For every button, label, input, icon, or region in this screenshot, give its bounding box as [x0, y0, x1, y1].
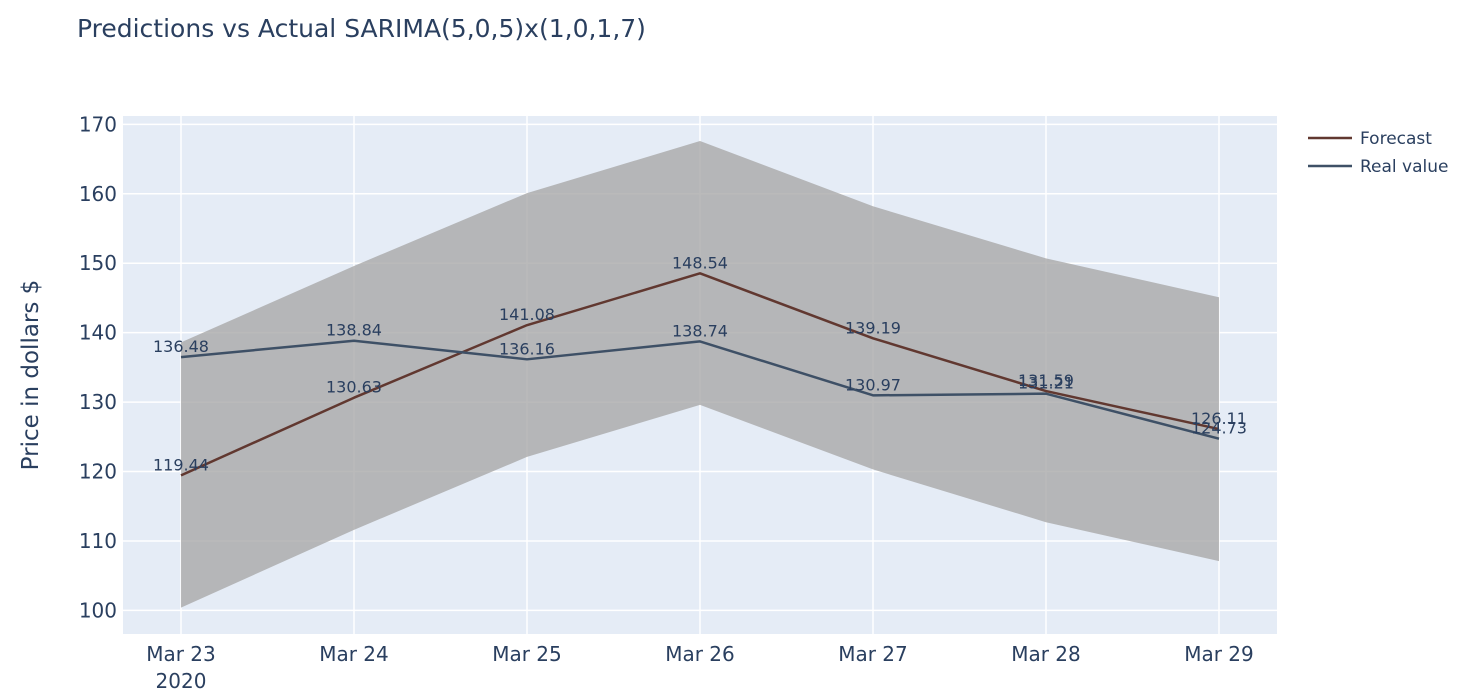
data-label: 136.48 — [153, 337, 209, 356]
data-label: 141.08 — [499, 305, 555, 324]
confidence-band — [181, 140, 1219, 608]
data-label: 148.54 — [672, 253, 728, 272]
x-tick-label: Mar 27 — [838, 642, 908, 666]
data-label: 130.97 — [845, 375, 901, 394]
y-tick-label: 100 — [79, 598, 117, 622]
y-axis-title: Price in dollars $ — [18, 280, 44, 471]
x-tick-label: Mar 29 — [1184, 642, 1254, 666]
x-tick-label: Mar 25 — [492, 642, 562, 666]
chart-title: Predictions vs Actual SARIMA(5,0,5)x(1,0… — [77, 14, 646, 43]
data-label: 139.19 — [845, 318, 901, 337]
x-year-label: 2020 — [156, 669, 207, 693]
series-line-real-value — [180, 339, 1220, 440]
data-label: 126.11 — [1191, 409, 1247, 428]
data-label: 136.16 — [499, 339, 555, 358]
data-label: 131.21 — [1018, 374, 1074, 393]
y-tick-labels: 100 110 120 130 140 150 160 170 — [79, 112, 117, 622]
x-tick-label: Mar 28 — [1011, 642, 1081, 666]
y-tick-label: 130 — [79, 390, 117, 414]
series-lines — [180, 272, 1220, 477]
legend-label: Real value — [1360, 157, 1449, 177]
x-tick-label: Mar 26 — [665, 642, 735, 666]
x-tick-labels: Mar 23 Mar 24 Mar 25 Mar 26 Mar 27 Mar 28 Mar … — [146, 642, 1254, 693]
series-line-forecast — [180, 272, 1220, 477]
data-label: 131.59 — [1018, 371, 1074, 390]
y-tick-label: 160 — [79, 182, 117, 206]
data-labels: 119.44 130.63 141.08 148.54 139.19 131.59 126.… — [153, 253, 1247, 474]
y-tick-label: 170 — [79, 112, 117, 136]
x-tick-label: Mar 24 — [319, 642, 389, 666]
y-tick-label: 110 — [79, 529, 117, 553]
data-label: 138.84 — [326, 321, 382, 340]
legend-label: Forecast — [1360, 129, 1432, 149]
data-label: 130.63 — [326, 378, 382, 397]
legend: Forecast Real value — [1308, 129, 1449, 177]
x-tick-label: Mar 23 — [146, 642, 216, 666]
y-tick-label: 140 — [79, 321, 117, 345]
data-label: 124.73 — [1191, 419, 1247, 438]
data-label: 138.74 — [672, 321, 728, 340]
data-label: 119.44 — [153, 455, 209, 474]
y-tick-label: 150 — [79, 251, 117, 275]
y-tick-label: 120 — [79, 460, 117, 484]
